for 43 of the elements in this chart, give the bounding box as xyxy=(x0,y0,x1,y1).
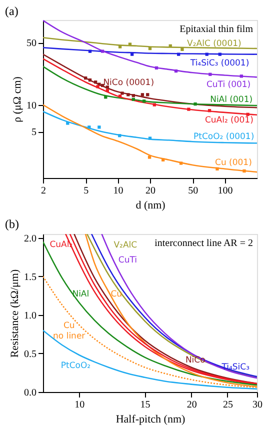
x-tick-label: 10 xyxy=(74,400,85,410)
series-label: NiCo xyxy=(185,356,206,366)
x-tick-label: 20 xyxy=(186,400,197,410)
y-tick-label: 2.0 xyxy=(24,233,36,244)
x-axis-title: d (nm) xyxy=(136,200,166,212)
series-label: Cu (001) xyxy=(215,158,252,168)
y-tick-label: 10 xyxy=(26,100,36,112)
x-tick-label: 2 xyxy=(41,186,46,196)
y-axis-title: ρ (μΩ cm) xyxy=(12,76,24,122)
chart-title: (b) xyxy=(5,216,19,231)
series-label: CuTi xyxy=(118,255,138,266)
y-tick-label: 5 xyxy=(32,127,36,138)
series-label: V₂AlC (0001) xyxy=(187,38,242,49)
x-tick-label: 50 xyxy=(188,186,198,196)
series-label: CuTi (001) xyxy=(206,80,251,90)
y-tick-label: 1.0 xyxy=(24,310,36,322)
series-label: Cu xyxy=(110,289,122,300)
series-label: Ti₄SiC₃ (0001) xyxy=(189,58,250,69)
annotation: Epitaxial thin film xyxy=(180,24,254,35)
annotation: interconnect line AR = 2 xyxy=(154,238,253,249)
x-tick-label: 25 xyxy=(222,400,233,410)
series-label: NiAl (001) xyxy=(210,95,253,105)
y-tick-label: 50 xyxy=(26,38,36,50)
y-tick-label: 0.0 xyxy=(24,388,36,398)
series-label: PtCoO₂ xyxy=(60,361,91,372)
series-label: Cu no liner xyxy=(53,321,86,342)
series-label: CuAl₂ (001) xyxy=(204,116,254,126)
series-label: Ti₄SiC₃ xyxy=(220,362,250,373)
y-tick-label: 0.5 xyxy=(24,348,36,360)
x-tick-label: 30 xyxy=(252,400,262,410)
x-tick-label: 5 xyxy=(84,186,89,196)
x-tick-label: 10 xyxy=(113,186,124,196)
series-label: PtCoO₂ (0001) xyxy=(193,132,254,142)
x-tick-label: 100 xyxy=(218,186,233,196)
y-axis-title: Resistance (kΩ/μm) xyxy=(9,269,21,358)
series-label: V₂AlC xyxy=(114,240,138,250)
x-tick-label: 15 xyxy=(140,400,150,410)
series-label: NiAl xyxy=(72,289,90,300)
y-tick-label: 1.5 xyxy=(24,272,36,283)
series-label: NiCo (0001) xyxy=(103,78,154,88)
x-axis-title: Half-pitch (nm) xyxy=(116,414,186,426)
chart-title: (a) xyxy=(5,4,18,18)
x-tick-label: 20 xyxy=(146,186,156,196)
